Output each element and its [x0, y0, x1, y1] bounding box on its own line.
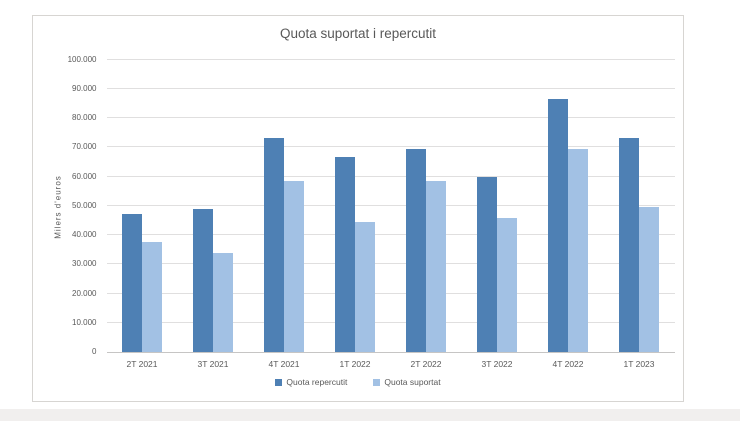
x-axis-label: 4T 2022 [552, 358, 584, 369]
page-bottom-strip [0, 409, 740, 421]
gridline [106, 146, 675, 148]
x-axis-label: 2T 2021 [126, 358, 158, 369]
bar-quota-repercutit-4T-2021 [264, 137, 284, 352]
plot-area: 0 10.000 20.000 30.000 40.000 50.000 60.000 70.… [68, 55, 675, 369]
bar-quota-repercutit-4T-2022 [548, 99, 568, 352]
y-tick-label: 30.000 [72, 259, 97, 269]
gridline [106, 175, 675, 177]
bar-quota-suportat-1T-2023 [639, 206, 659, 352]
x-axis-label: 1T 2022 [339, 358, 371, 369]
bar-quota-suportat-1T-2022 [355, 222, 375, 352]
bar-quota-suportat-3T-2021 [213, 252, 233, 352]
x-axis-label: 3T 2022 [481, 358, 513, 369]
bar-quota-repercutit-3T-2021 [193, 208, 213, 352]
chart-title: Quota suportat i repercutit [279, 26, 437, 41]
legend-item-quota-repercutit: Quota repercutit [275, 377, 347, 387]
x-axis-line [106, 352, 675, 353]
bar-quota-repercutit-3T-2022 [477, 176, 497, 352]
y-tick-label: 20.000 [72, 288, 97, 298]
gridline [106, 87, 675, 89]
y-tick-label: 100.000 [67, 54, 97, 64]
legend-label-quota-repercutit: Quota repercutit [286, 377, 348, 387]
y-tick-label: 0 [92, 347, 97, 356]
legend-label-quota-suportat: Quota suportat [384, 377, 441, 387]
gridline [106, 321, 675, 323]
x-axis-label: 1T 2023 [623, 358, 655, 369]
legend: Quota repercutit Quota suportat [33, 377, 683, 387]
gridline [106, 234, 675, 235]
y-tick-label: 10.000 [72, 317, 97, 327]
gridline [106, 58, 675, 60]
gridline [106, 117, 675, 118]
gridline [106, 263, 675, 265]
x-axis-label: 2T 2022 [410, 358, 442, 369]
bar-quota-suportat-2T-2022 [426, 181, 446, 352]
bar-quota-repercutit-1T-2022 [335, 156, 355, 352]
legend-item-quota-suportat: Quota suportat [373, 377, 441, 387]
x-axis-label: 3T 2021 [197, 358, 229, 369]
gridline [106, 292, 675, 294]
legend-marker-quota-repercutit [275, 378, 283, 386]
chart-frame: Quota suportat i repercutit Milers d'eur… [32, 15, 684, 402]
bar-quota-suportat-4T-2022 [568, 149, 588, 352]
legend-marker-quota-suportat [373, 378, 381, 386]
gridline [106, 204, 675, 206]
y-tick-label: 40.000 [72, 230, 97, 239]
bar-quota-repercutit-2T-2022 [406, 149, 426, 352]
y-tick-label: 80.000 [72, 113, 97, 122]
bar-quota-repercutit-2T-2021 [122, 213, 142, 352]
bar-quota-suportat-2T-2021 [142, 242, 162, 352]
y-tick-label: 50.000 [72, 200, 97, 210]
y-tick-label: 70.000 [72, 142, 97, 152]
x-axis-label: 4T 2021 [268, 358, 300, 369]
bar-quota-repercutit-1T-2023 [619, 137, 639, 352]
y-tick-label: 90.000 [72, 83, 97, 93]
bar-quota-suportat-3T-2022 [497, 218, 517, 352]
bar-quota-suportat-4T-2021 [284, 180, 304, 352]
y-tick-label: 60.000 [72, 171, 97, 181]
